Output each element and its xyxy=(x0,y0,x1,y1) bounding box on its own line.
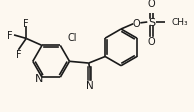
Text: O: O xyxy=(148,37,155,47)
Text: F: F xyxy=(7,31,12,41)
Text: CH₃: CH₃ xyxy=(172,18,188,27)
Text: N: N xyxy=(86,80,94,90)
Text: F: F xyxy=(16,50,21,60)
Text: Cl: Cl xyxy=(67,32,77,42)
Text: O: O xyxy=(133,19,141,29)
Text: N: N xyxy=(35,73,43,83)
Text: F: F xyxy=(23,18,29,28)
Text: O: O xyxy=(148,0,155,9)
Text: S: S xyxy=(148,18,155,28)
